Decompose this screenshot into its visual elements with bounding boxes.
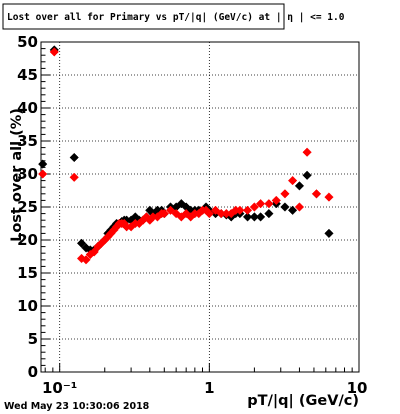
data-point [235, 205, 245, 215]
data-point [38, 159, 48, 169]
data-point [69, 152, 79, 163]
data-point [81, 243, 91, 253]
axes [40, 41, 360, 373]
data-point [69, 172, 79, 182]
data-point [264, 208, 274, 219]
data-point [165, 205, 176, 215]
data-point [302, 147, 312, 157]
y-tick-label: 50 [17, 33, 38, 51]
data-point [311, 189, 322, 199]
data-point [302, 170, 312, 180]
data-point [171, 208, 181, 219]
data-point [76, 238, 87, 248]
data-point [287, 175, 298, 186]
data-point [324, 228, 334, 239]
data-point [249, 202, 260, 212]
y-axis-title: Lost over all (%) [9, 108, 25, 242]
y-tick-label: 10 [17, 297, 38, 315]
y-tick-label: 40 [17, 99, 38, 117]
data-point [159, 208, 169, 219]
x-tick-label: 10⁻¹ [42, 379, 77, 397]
y-tick-label: 15 [17, 264, 38, 282]
tick-labels: 0 5 10 15 20 25 30 35 40 45 50 10⁻¹ 1 10 [17, 33, 367, 397]
data-point [242, 212, 253, 222]
y-tick-label: 0 [28, 363, 38, 381]
y-tick-label: 25 [17, 198, 38, 216]
data-point [89, 247, 99, 257]
data-point [264, 199, 274, 209]
data-point [280, 189, 290, 199]
data-point [249, 212, 260, 222]
y-tick-label: 45 [17, 66, 38, 84]
data-point [255, 212, 266, 222]
data-point [324, 192, 334, 202]
y-tick-label: 20 [17, 231, 38, 249]
series-1 [38, 47, 334, 265]
x-tick-label: 1 [204, 379, 214, 397]
y-tick-label: 5 [28, 330, 38, 348]
x-tick-label: 10 [347, 379, 368, 397]
title-box: Lost over all for Primary vs pT/|q| (GeV… [2, 3, 345, 30]
data-series [38, 45, 334, 265]
data-point [81, 255, 91, 265]
data-point [255, 199, 266, 209]
chart-title: Lost over all for Primary vs pT/|q| (GeV… [7, 12, 345, 23]
data-point [38, 169, 48, 179]
data-point [49, 47, 59, 57]
timestamp: Wed May 23 10:30:06 2018 [4, 401, 150, 412]
data-point [287, 205, 298, 215]
data-point [294, 181, 305, 191]
data-point [176, 199, 187, 209]
data-point [294, 202, 305, 212]
series-0 [38, 45, 334, 255]
x-axis-title: pT/|q| (GeV/c) [247, 393, 359, 409]
y-tick-label: 35 [17, 132, 38, 150]
data-point [271, 195, 281, 206]
data-point [242, 205, 253, 215]
data-point [280, 202, 290, 212]
y-tick-label: 30 [17, 165, 38, 183]
data-point [210, 205, 221, 215]
data-point [204, 208, 215, 219]
